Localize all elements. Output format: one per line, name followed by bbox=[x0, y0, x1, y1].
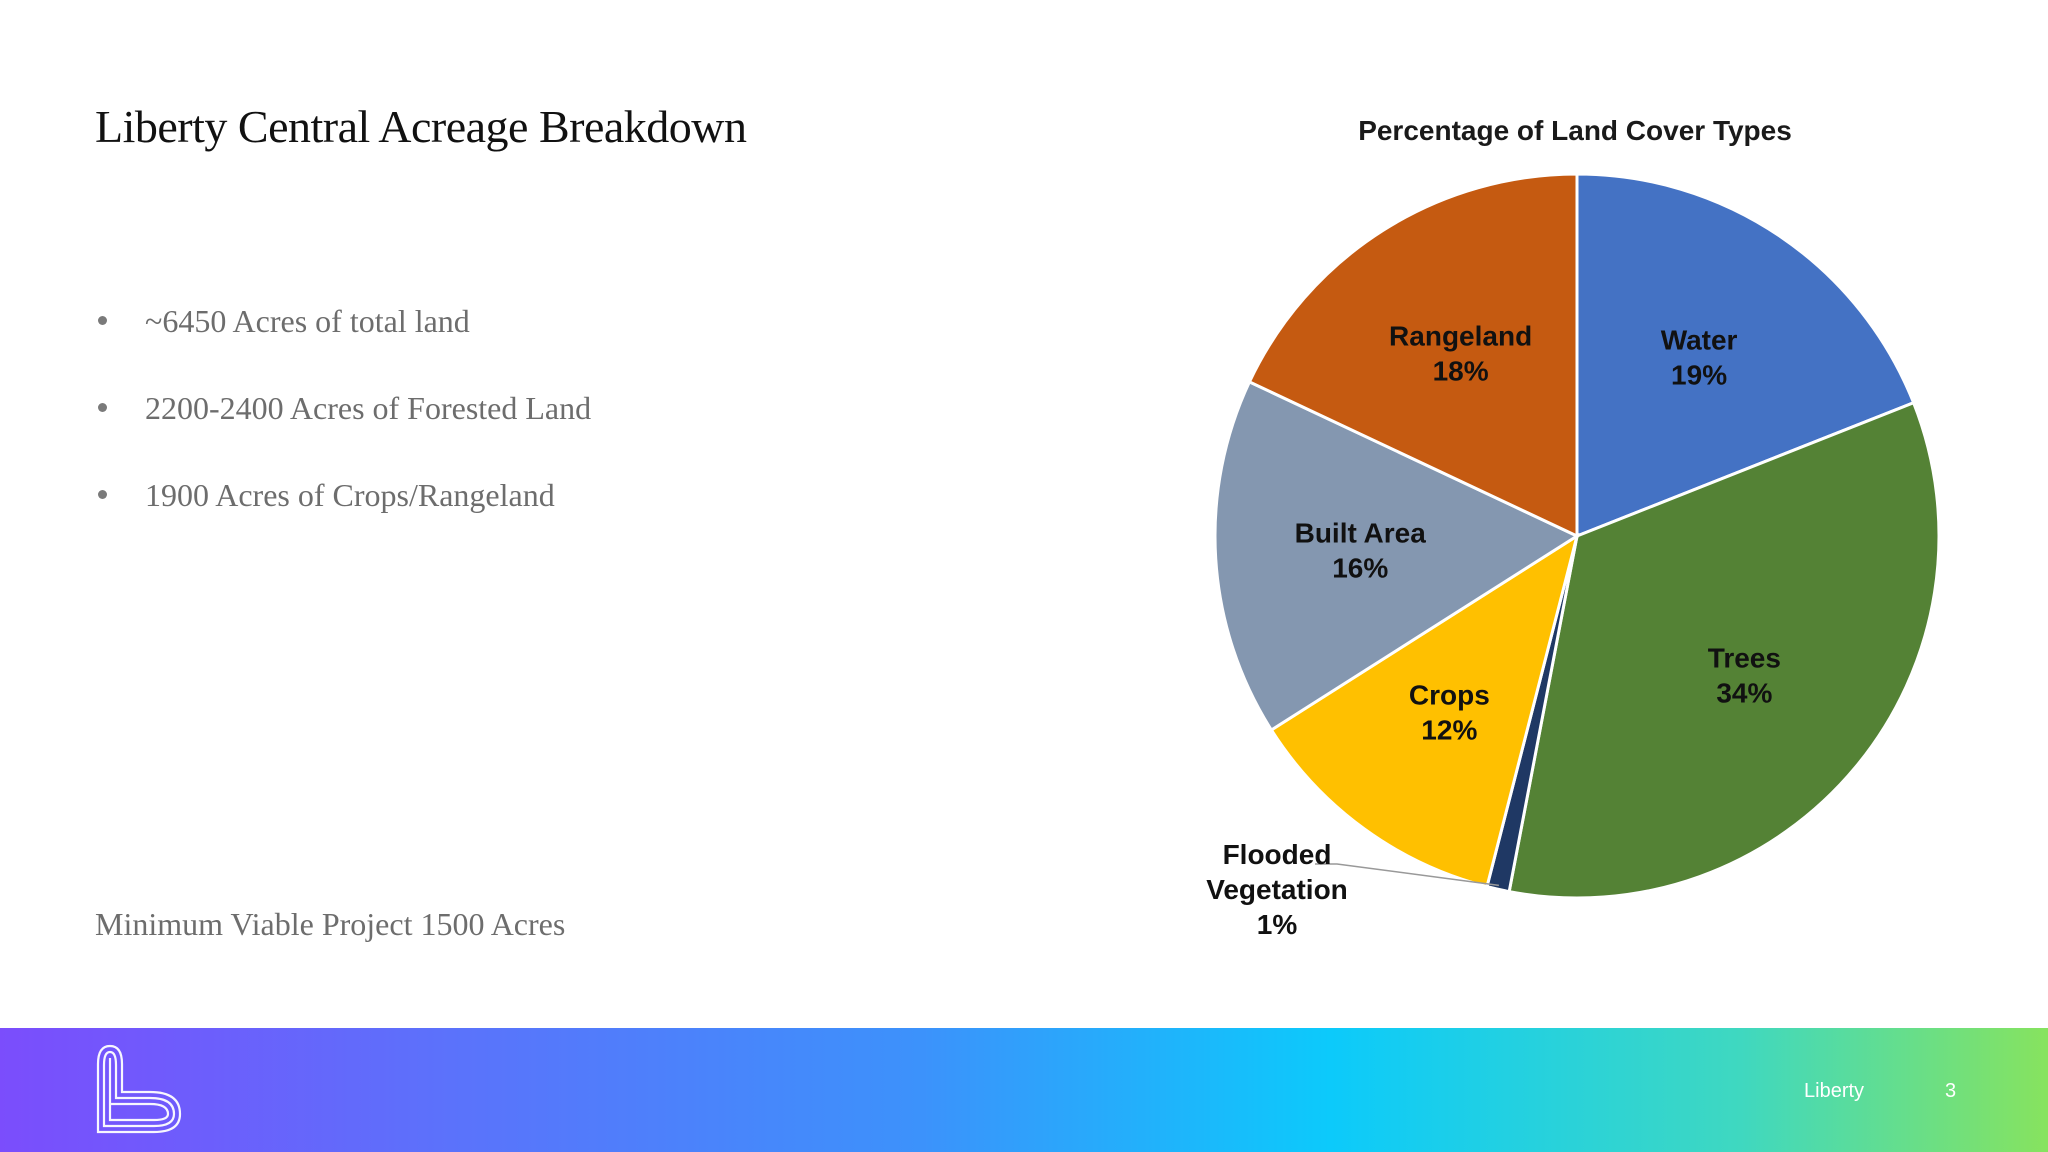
bullet-text: ~6450 Acres of total land bbox=[145, 303, 470, 339]
bullet-icon bbox=[98, 490, 107, 499]
bullet-item: 2200-2400 Acres of Forested Land bbox=[95, 383, 591, 470]
bullet-list: ~6450 Acres of total land 2200-2400 Acre… bbox=[95, 296, 591, 557]
pie-chart-container: Percentage of Land Cover Types Water 19% T… bbox=[1195, 100, 1975, 1000]
footer-bar bbox=[0, 1028, 2048, 1152]
pie-slices bbox=[1213, 172, 1941, 900]
liberty-logo-icon bbox=[96, 1044, 182, 1134]
pie-slice-rangeland bbox=[1247, 172, 1579, 539]
footer-brand: Liberty bbox=[1804, 1080, 1865, 1102]
bullet-text: 1900 Acres of Crops/Rangeland bbox=[145, 477, 555, 513]
bullet-text: 2200-2400 Acres of Forested Land bbox=[145, 390, 592, 426]
page-number: 3 bbox=[1945, 1080, 1957, 1102]
bullet-item: 1900 Acres of Crops/Rangeland bbox=[95, 470, 591, 557]
pie-leader-line bbox=[1315, 863, 1500, 887]
pie-label-rangeland: Rangeland 18% bbox=[1389, 321, 1532, 387]
pie-label-crops: Crops 12% bbox=[1409, 680, 1490, 746]
pie-slice-water bbox=[1575, 172, 1916, 539]
minimum-viable-note: Minimum Viable Project 1500 Acres bbox=[95, 906, 566, 942]
pie-chart: Percentage of Land Cover Types Water 19% T… bbox=[1206, 115, 1941, 940]
chart-title: Percentage of Land Cover Types bbox=[1358, 115, 1792, 146]
pie-labels: Water 19% Trees 34% Flooded Vegetation 1% Crops… bbox=[1206, 321, 1781, 940]
pie-slice-built-area bbox=[1213, 379, 1581, 733]
pie-label-flooded-vegetation: Flooded Vegetation 1% bbox=[1206, 839, 1348, 940]
pie-label-water: Water 19% bbox=[1661, 324, 1738, 390]
pie-label-built-area: Built Area 16% bbox=[1295, 518, 1427, 584]
pie-slice-crops bbox=[1269, 532, 1580, 889]
bullet-icon bbox=[98, 316, 107, 325]
pie-slice-trees bbox=[1507, 400, 1941, 900]
pie-label-trees: Trees 34% bbox=[1708, 642, 1781, 708]
slide-title: Liberty Central Acreage Breakdown bbox=[95, 101, 747, 152]
bullet-item: ~6450 Acres of total land bbox=[95, 296, 591, 383]
bullet-icon bbox=[98, 403, 107, 412]
